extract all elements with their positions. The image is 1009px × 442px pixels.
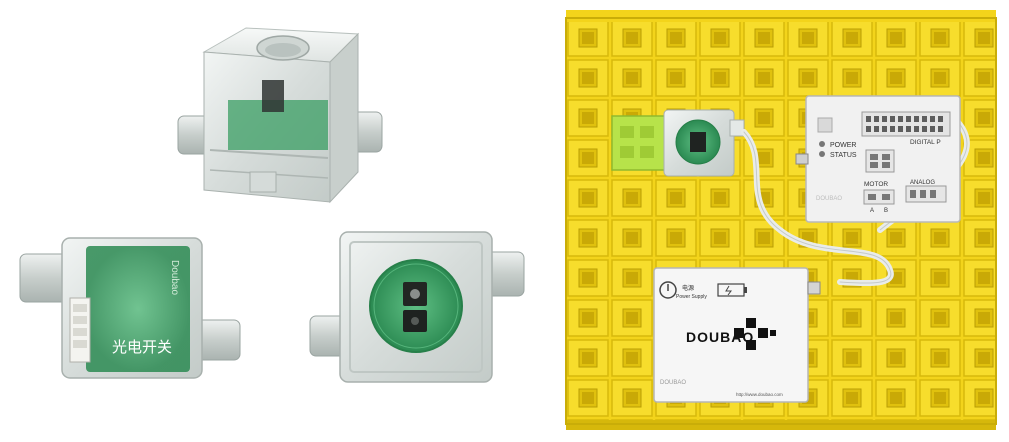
battery-brand-small: DOUBAO (660, 380, 686, 386)
battery-pack: 电源 Power Supply DOUBAO DOUBAO http://www… (653, 267, 821, 403)
motor-label: MOTOR (864, 181, 888, 188)
power-label-cn: 电源 (682, 284, 694, 292)
battery-url: http://www.doubao.com (736, 392, 783, 397)
power-led (819, 141, 825, 147)
power-supply-label: Power Supply (676, 294, 707, 300)
sensor-module-cube-view (177, 27, 383, 204)
lime-connector-block (611, 115, 669, 171)
status-led (819, 151, 825, 157)
status-label: STATUS (830, 152, 857, 159)
sensor-module-front-view (309, 231, 525, 383)
connector-peg-left (19, 253, 69, 303)
pcb-marking: Doubao (169, 260, 180, 295)
photoelectric-switch-label: 光电开关 (112, 338, 172, 356)
doubao-logo-icon (734, 318, 776, 350)
motor-a-label: A (870, 208, 874, 214)
sensor-module-back-view: Doubao 光电开关 (19, 237, 241, 379)
power-label: POWER (830, 142, 856, 149)
board-sensor-assembly (611, 109, 745, 177)
analog-label: ANALOG (910, 180, 935, 186)
digital-port-label: DIGITAL P (910, 139, 941, 146)
power-button-icon (659, 281, 677, 299)
controller-brand-mark: DOUBAO (816, 196, 842, 202)
motor-b-label: B (884, 208, 888, 214)
controller-board: POWER STATUS DIGITAL P MOTOR A B ANALOG … (795, 95, 961, 223)
